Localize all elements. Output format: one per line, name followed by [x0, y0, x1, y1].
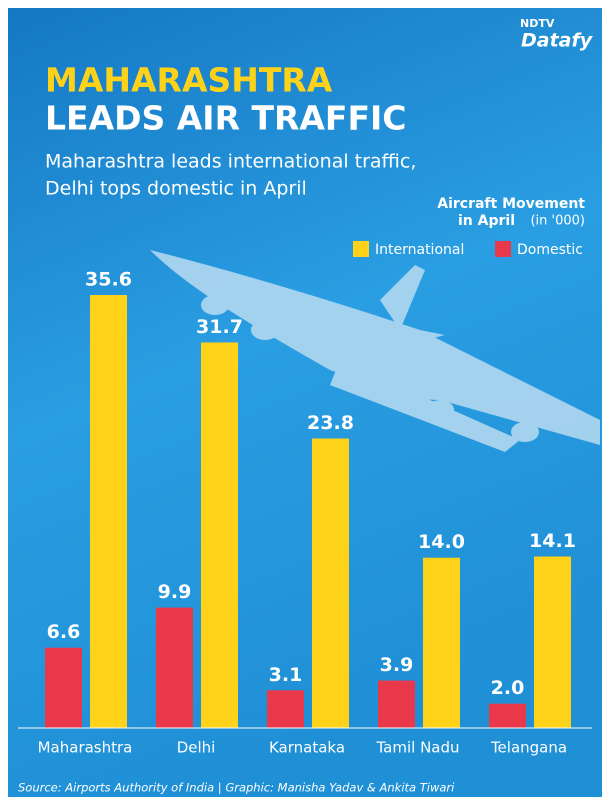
x-tick-label: Delhi [177, 739, 216, 757]
value-label: 2.0 [491, 677, 525, 699]
page: NDTV Datafy MAHARASHTRA LEADS AIR TRAFFI… [0, 0, 610, 809]
brand-top: NDTV [520, 17, 555, 30]
bar [90, 295, 127, 728]
value-label: 9.9 [158, 581, 192, 603]
value-label: 3.1 [269, 664, 303, 686]
bar [423, 558, 460, 728]
bar [201, 342, 238, 728]
bar [156, 608, 193, 728]
bar [45, 648, 82, 728]
bar [534, 557, 571, 728]
x-tick-label: Tamil Nadu [375, 739, 459, 757]
value-label: 14.1 [529, 530, 576, 552]
bar [312, 439, 349, 728]
chart: NDTV Datafy MAHARASHTRA LEADS AIR TRAFFI… [0, 0, 610, 805]
value-label: 6.6 [47, 621, 81, 643]
value-label: 31.7 [196, 316, 243, 338]
x-tick-label: Karnataka [269, 739, 345, 757]
legend-title: in April [458, 213, 515, 229]
legend-title: (in '000) [530, 214, 585, 229]
x-tick-label: Telangana [490, 739, 567, 757]
value-label: 14.0 [418, 531, 465, 553]
brand: Datafy [521, 30, 594, 52]
bar [378, 681, 415, 728]
legend-title: Aircraft Movement [437, 196, 585, 212]
x-tick-label: Maharashtra [38, 739, 133, 757]
legend-label: Domestic [517, 242, 583, 258]
value-label: 23.8 [307, 412, 354, 434]
title-line: LEADS AIR TRAFFIC [45, 99, 407, 138]
value-label: 35.6 [85, 269, 132, 291]
legend-swatch [495, 241, 511, 257]
subtitle-line: Maharashtra leads international traffic, [45, 151, 416, 173]
bar [489, 704, 526, 728]
source: Source: Airports Authority of India | Gr… [18, 781, 455, 795]
legend-swatch [353, 241, 369, 257]
subtitle-line: Delhi tops domestic in April [45, 178, 307, 200]
bar [267, 690, 304, 728]
legend-label: International [375, 242, 464, 258]
title-line: MAHARASHTRA [45, 61, 333, 100]
value-label: 3.9 [380, 654, 414, 676]
